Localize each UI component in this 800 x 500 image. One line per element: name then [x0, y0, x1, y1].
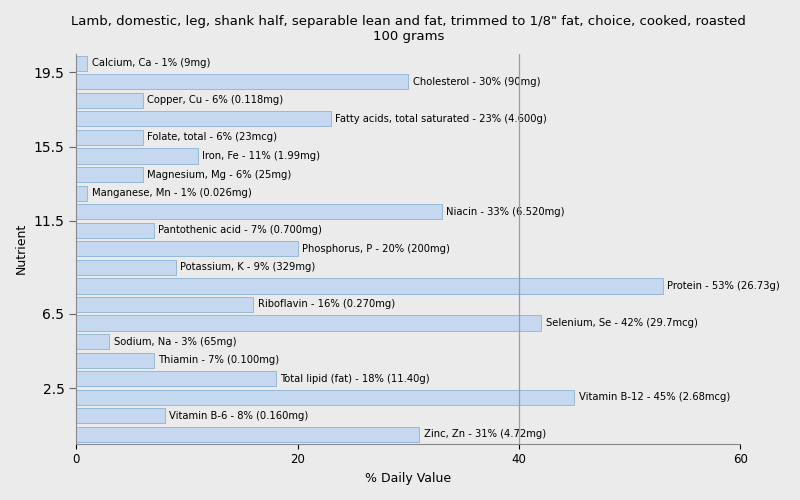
Bar: [76, 92, 142, 108]
Text: Phosphorus, P - 20% (200mg): Phosphorus, P - 20% (200mg): [302, 244, 450, 254]
Text: Riboflavin - 16% (0.270mg): Riboflavin - 16% (0.270mg): [258, 300, 395, 310]
Text: Total lipid (fat) - 18% (11.40g): Total lipid (fat) - 18% (11.40g): [280, 374, 430, 384]
Text: Vitamin B-6 - 8% (0.160mg): Vitamin B-6 - 8% (0.160mg): [170, 411, 309, 421]
Text: Pantothenic acid - 7% (0.700mg): Pantothenic acid - 7% (0.700mg): [158, 225, 322, 235]
Bar: [76, 130, 142, 145]
Text: Selenium, Se - 42% (29.7mcg): Selenium, Se - 42% (29.7mcg): [546, 318, 698, 328]
Bar: [76, 241, 298, 256]
Text: Folate, total - 6% (23mcg): Folate, total - 6% (23mcg): [147, 132, 277, 142]
Bar: [76, 316, 541, 330]
Text: Sodium, Na - 3% (65mg): Sodium, Na - 3% (65mg): [114, 336, 236, 346]
Text: Copper, Cu - 6% (0.118mg): Copper, Cu - 6% (0.118mg): [147, 96, 283, 106]
Text: Protein - 53% (26.73g): Protein - 53% (26.73g): [667, 281, 780, 291]
Bar: [76, 260, 176, 275]
Text: Zinc, Zn - 31% (4.72mg): Zinc, Zn - 31% (4.72mg): [424, 430, 546, 440]
Bar: [76, 297, 254, 312]
Bar: [76, 371, 275, 386]
Bar: [76, 408, 165, 424]
Text: Calcium, Ca - 1% (9mg): Calcium, Ca - 1% (9mg): [92, 58, 210, 68]
X-axis label: % Daily Value: % Daily Value: [366, 472, 451, 485]
Bar: [76, 74, 408, 90]
Bar: [76, 427, 419, 442]
Text: Iron, Fe - 11% (1.99mg): Iron, Fe - 11% (1.99mg): [202, 151, 321, 161]
Y-axis label: Nutrient: Nutrient: [15, 223, 28, 274]
Bar: [76, 334, 110, 349]
Bar: [76, 167, 142, 182]
Text: Fatty acids, total saturated - 23% (4.600g): Fatty acids, total saturated - 23% (4.60…: [335, 114, 547, 124]
Bar: [76, 204, 442, 220]
Text: Thiamin - 7% (0.100mg): Thiamin - 7% (0.100mg): [158, 355, 279, 365]
Bar: [76, 148, 198, 164]
Bar: [76, 352, 154, 368]
Text: Vitamin B-12 - 45% (2.68mcg): Vitamin B-12 - 45% (2.68mcg): [579, 392, 730, 402]
Text: Magnesium, Mg - 6% (25mg): Magnesium, Mg - 6% (25mg): [147, 170, 291, 179]
Bar: [76, 112, 331, 126]
Text: Potassium, K - 9% (329mg): Potassium, K - 9% (329mg): [180, 262, 315, 272]
Bar: [76, 278, 663, 293]
Bar: [76, 390, 574, 405]
Title: Lamb, domestic, leg, shank half, separable lean and fat, trimmed to 1/8" fat, ch: Lamb, domestic, leg, shank half, separab…: [71, 15, 746, 43]
Bar: [76, 56, 87, 71]
Bar: [76, 222, 154, 238]
Text: Niacin - 33% (6.520mg): Niacin - 33% (6.520mg): [446, 206, 565, 216]
Bar: [76, 186, 87, 200]
Text: Manganese, Mn - 1% (0.026mg): Manganese, Mn - 1% (0.026mg): [92, 188, 251, 198]
Text: Cholesterol - 30% (90mg): Cholesterol - 30% (90mg): [413, 76, 540, 86]
